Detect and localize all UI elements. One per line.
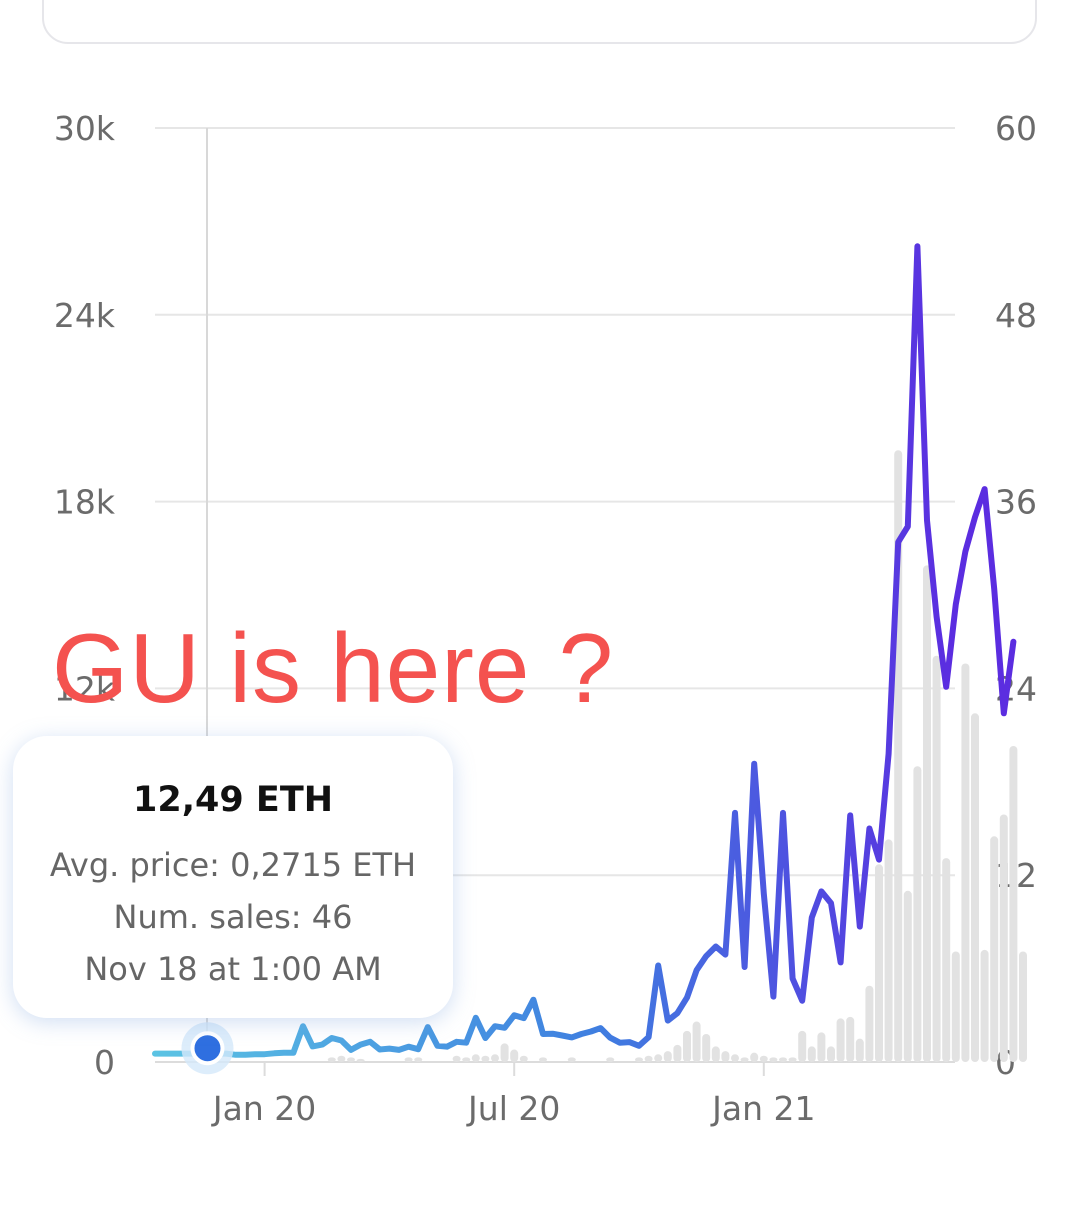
sales-bar — [462, 1057, 471, 1062]
sales-bar — [951, 951, 960, 1062]
sales-bar — [980, 949, 989, 1062]
sales-bar — [836, 1018, 845, 1062]
sales-bar — [971, 713, 979, 1062]
sales-bar — [683, 1030, 691, 1062]
x-tick-label: Jan 20 — [211, 1089, 316, 1128]
sales-bar — [798, 1030, 807, 1062]
volume-line — [152, 243, 1017, 1058]
top-card — [42, 0, 1037, 44]
sales-bar — [673, 1044, 682, 1062]
sales-bar — [1019, 951, 1027, 1062]
sales-bar — [567, 1057, 576, 1062]
sales-bar — [779, 1057, 787, 1062]
left-tick-label: 24k — [54, 296, 116, 335]
sales-bar — [327, 1057, 336, 1062]
tooltip: 12,49 ETH Avg. price: 0,2715 ETH Num. sa… — [13, 736, 453, 1018]
sales-bar — [961, 663, 970, 1062]
sales-bar — [923, 565, 931, 1062]
sales-bar — [999, 814, 1008, 1062]
sales-bar — [606, 1057, 615, 1062]
sales-bar — [855, 1038, 864, 1062]
sales-bar — [846, 1016, 855, 1062]
x-tick-label: Jul 20 — [466, 1089, 560, 1128]
right-tick-label: 48 — [995, 296, 1037, 335]
sales-bar — [807, 1046, 816, 1062]
sales-bar — [731, 1054, 739, 1062]
sales-bar — [337, 1055, 346, 1062]
sales-bar — [519, 1055, 528, 1062]
left-tick-label: 0 — [94, 1043, 115, 1082]
sales-bar — [539, 1057, 547, 1062]
sales-bar — [481, 1055, 490, 1062]
sales-bar — [769, 1057, 778, 1062]
sales-bar — [990, 836, 999, 1062]
sales-bar — [635, 1057, 643, 1062]
tooltip-num-sales: Num. sales: 46 — [113, 898, 353, 936]
sales-bar — [942, 858, 951, 1062]
right-tick-label: 60 — [995, 109, 1037, 148]
tooltip-date: Nov 18 at 1:00 AM — [84, 950, 382, 988]
left-tick-label: 18k — [54, 483, 116, 522]
annotation-text: GU is here ? — [52, 613, 615, 723]
sales-bar — [414, 1057, 423, 1062]
sales-bar — [817, 1032, 826, 1062]
x-tick-label: Jan 21 — [710, 1089, 815, 1128]
sales-bar — [913, 766, 922, 1062]
left-tick-label: 30k — [54, 109, 116, 148]
sales-bar — [788, 1057, 797, 1062]
right-tick-label: 36 — [995, 483, 1037, 522]
sales-bar — [692, 1021, 701, 1062]
sales-bar — [356, 1058, 365, 1062]
sales-bar — [875, 864, 883, 1062]
sales-bar — [759, 1055, 768, 1062]
x-axis: Jan 20 Jul 20 Jan 21 — [211, 1062, 815, 1128]
sales-bar — [903, 890, 912, 1062]
sales-bar — [865, 985, 874, 1062]
hover-marker[interactable] — [190, 1031, 225, 1066]
sales-bar — [663, 1051, 672, 1062]
sales-bar — [932, 655, 941, 1062]
left-tick-label: 12k — [54, 669, 116, 708]
sales-bar — [702, 1033, 711, 1062]
sales-bar — [750, 1052, 759, 1062]
sales-bar — [491, 1054, 499, 1062]
sales-bar — [347, 1057, 355, 1062]
sales-bar — [644, 1055, 653, 1062]
sales-bars — [327, 450, 1027, 1063]
tooltip-title: 12,49 ETH — [133, 780, 333, 820]
sales-bar — [404, 1057, 413, 1062]
sales-bar — [1009, 745, 1018, 1062]
sales-bar — [510, 1049, 519, 1062]
sales-bar — [884, 839, 893, 1062]
sales-bar — [711, 1046, 720, 1062]
sales-bar — [452, 1055, 461, 1062]
sales-bar — [471, 1054, 480, 1062]
sales-bar — [740, 1057, 749, 1062]
tooltip-avg-price: Avg. price: 0,2715 ETH — [49, 846, 417, 884]
sales-bar — [721, 1051, 730, 1062]
sales-bar — [654, 1054, 663, 1062]
sales-bar — [500, 1043, 509, 1062]
sales-bar — [827, 1046, 835, 1062]
